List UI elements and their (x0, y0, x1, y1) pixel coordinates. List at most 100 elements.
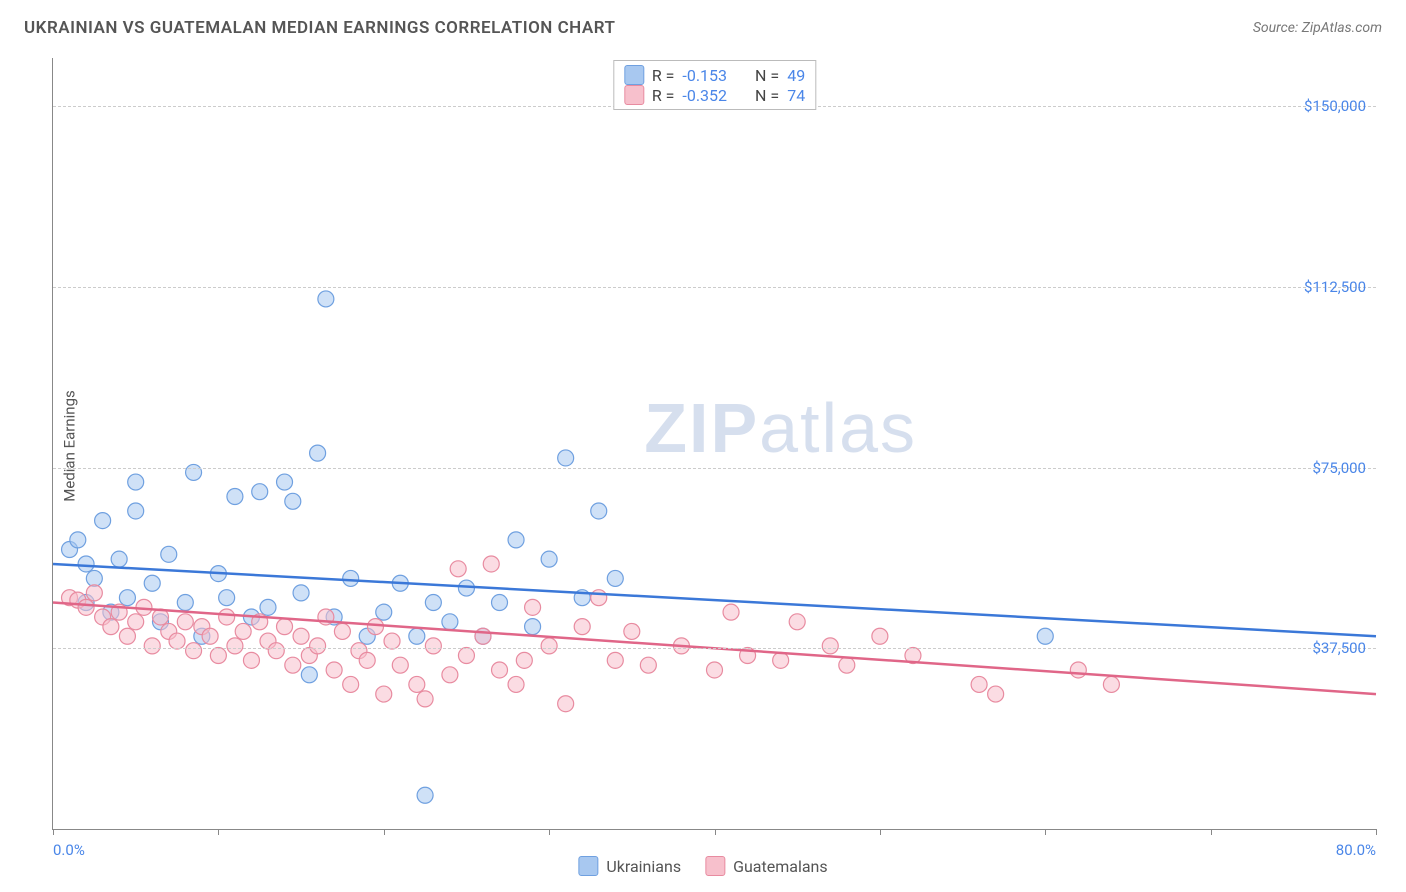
gridline (53, 287, 1376, 288)
source-attribution: Source: ZipAtlas.com (1253, 20, 1382, 36)
data-point (293, 628, 309, 644)
x-tick (880, 829, 881, 835)
data-point (285, 657, 301, 673)
data-point (144, 638, 160, 654)
data-point (301, 667, 317, 683)
stat-r-label: R = (652, 66, 675, 85)
stat-n-label: N = (755, 86, 779, 105)
data-point (822, 638, 838, 654)
data-point (128, 474, 144, 490)
legend-swatch (705, 856, 725, 876)
data-point (128, 503, 144, 519)
data-point (144, 575, 160, 591)
data-point (384, 633, 400, 649)
stat-n-value: 49 (787, 66, 805, 85)
data-point (210, 648, 226, 664)
data-point (86, 585, 102, 601)
x-tick (1376, 829, 1377, 835)
data-point (541, 551, 557, 567)
data-point (1070, 662, 1086, 678)
data-point (707, 662, 723, 678)
data-point (86, 570, 102, 586)
data-point (988, 686, 1004, 702)
data-point (492, 595, 508, 611)
legend-item: Ukrainians (578, 856, 681, 876)
data-point (277, 474, 293, 490)
stat-r-value: -0.153 (682, 66, 727, 85)
data-point (574, 619, 590, 635)
data-point (425, 638, 441, 654)
data-point (186, 643, 202, 659)
data-point (70, 532, 86, 548)
x-tick (218, 829, 219, 835)
data-point (508, 532, 524, 548)
stat-row: R =-0.153N =49 (624, 65, 805, 85)
data-point (310, 638, 326, 654)
gridline (53, 468, 1376, 469)
data-point (789, 614, 805, 630)
data-point (326, 662, 342, 678)
data-point (1037, 628, 1053, 644)
stat-legend-box: R =-0.153N =49R =-0.352N =74 (613, 60, 816, 110)
data-point (343, 570, 359, 586)
data-point (640, 657, 656, 673)
data-point (417, 787, 433, 803)
data-point (293, 585, 309, 601)
data-point (409, 676, 425, 692)
data-point (425, 595, 441, 611)
data-point (450, 561, 466, 577)
data-point (723, 604, 739, 620)
y-tick-label: $75,000 (1312, 459, 1366, 477)
data-point (872, 628, 888, 644)
data-point (128, 614, 144, 630)
data-point (111, 551, 127, 567)
data-point (119, 628, 135, 644)
chart-header: UKRAINIAN VS GUATEMALAN MEDIAN EARNINGS … (24, 18, 1382, 38)
legend-swatch (624, 85, 644, 105)
data-point (334, 623, 350, 639)
data-point (119, 590, 135, 606)
data-point (219, 590, 235, 606)
x-tick (715, 829, 716, 835)
data-point (558, 450, 574, 466)
stat-r-value: -0.352 (682, 86, 727, 105)
data-point (492, 662, 508, 678)
data-point (417, 691, 433, 707)
y-tick-label: $150,000 (1304, 97, 1366, 115)
data-point (971, 676, 987, 692)
data-point (243, 652, 259, 668)
data-point (177, 614, 193, 630)
gridline (53, 648, 1376, 649)
data-point (161, 546, 177, 562)
y-tick-label: $37,500 (1312, 639, 1366, 657)
data-point (252, 484, 268, 500)
data-point (541, 638, 557, 654)
data-point (95, 513, 111, 529)
chart-title: UKRAINIAN VS GUATEMALAN MEDIAN EARNINGS … (24, 18, 615, 38)
x-tick (1211, 829, 1212, 835)
data-point (516, 652, 532, 668)
data-point (458, 648, 474, 664)
data-point (607, 652, 623, 668)
legend-label: Guatemalans (733, 857, 828, 876)
data-point (367, 619, 383, 635)
data-point (591, 503, 607, 519)
legend-label: Ukrainians (606, 857, 681, 876)
data-point (169, 633, 185, 649)
data-point (227, 489, 243, 505)
legend-swatch (624, 65, 644, 85)
data-point (442, 667, 458, 683)
data-point (103, 619, 119, 635)
data-point (177, 595, 193, 611)
data-point (409, 628, 425, 644)
data-point (260, 599, 276, 615)
data-point (392, 657, 408, 673)
data-point (268, 643, 284, 659)
data-point (78, 556, 94, 572)
data-point (624, 623, 640, 639)
data-point (359, 652, 375, 668)
data-point (376, 604, 392, 620)
data-point (310, 445, 326, 461)
data-point (235, 623, 251, 639)
data-point (773, 652, 789, 668)
